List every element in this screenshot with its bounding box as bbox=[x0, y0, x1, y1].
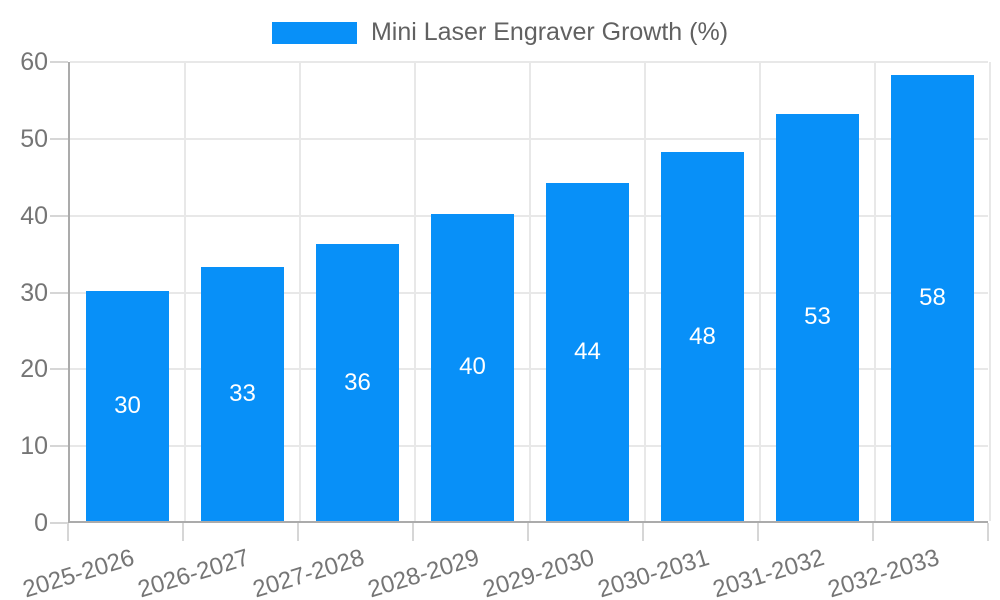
bar-value-label: 48 bbox=[689, 322, 716, 350]
bar[interactable]: 36 bbox=[316, 244, 399, 521]
gridline-vertical bbox=[644, 62, 646, 521]
x-axis-label: 2031-2032 bbox=[709, 544, 828, 600]
plot-area: 30 33 36 40 44 48 53 58 bbox=[68, 61, 991, 523]
y-axis-tick bbox=[50, 214, 68, 217]
bar-value-label: 36 bbox=[344, 368, 371, 396]
x-axis-tick bbox=[412, 523, 414, 541]
bar-value-label: 40 bbox=[459, 353, 486, 381]
y-axis-tick bbox=[50, 61, 68, 63]
x-axis-label: 2025-2026 bbox=[19, 544, 138, 600]
y-axis-tick bbox=[50, 445, 68, 448]
x-axis-label: 2026-2027 bbox=[134, 544, 253, 600]
bar[interactable]: 30 bbox=[86, 290, 169, 521]
gridline-vertical bbox=[299, 62, 301, 521]
y-axis-label: 20 bbox=[20, 355, 48, 384]
bar-value-label: 44 bbox=[574, 337, 601, 365]
x-axis-label: 2028-2029 bbox=[364, 544, 483, 600]
x-axis-label: 2032-2033 bbox=[824, 544, 943, 600]
bar-value-label: 33 bbox=[229, 380, 256, 408]
bar[interactable]: 33 bbox=[201, 267, 284, 521]
y-axis-label: 60 bbox=[20, 48, 48, 76]
x-axis-label: 2029-2030 bbox=[479, 544, 598, 600]
y-axis-label: 0 bbox=[34, 509, 48, 537]
y-axis-label: 30 bbox=[20, 278, 48, 307]
legend-title: Mini Laser Engraver Growth (%) bbox=[370, 18, 729, 46]
x-axis-label: 2030-2031 bbox=[594, 544, 713, 600]
y-axis-label: 50 bbox=[20, 124, 48, 153]
gridline-vertical bbox=[759, 62, 761, 521]
x-axis-tick bbox=[67, 523, 69, 541]
x-axis-tick bbox=[872, 523, 874, 541]
gridline-vertical bbox=[874, 62, 876, 521]
gridline-vertical bbox=[414, 62, 416, 521]
y-axis-tick bbox=[50, 368, 68, 371]
gridline-vertical bbox=[529, 62, 531, 521]
x-axis-tick bbox=[527, 523, 529, 541]
bar[interactable]: 58 bbox=[891, 75, 974, 521]
legend[interactable]: Mini Laser Engraver Growth (%) bbox=[0, 18, 1000, 47]
x-axis-tick bbox=[987, 523, 989, 541]
bar-value-label: 58 bbox=[919, 284, 946, 312]
bar[interactable]: 40 bbox=[431, 213, 514, 521]
y-axis-tick bbox=[50, 137, 68, 140]
x-axis-tick bbox=[757, 523, 759, 541]
x-axis-tick bbox=[297, 523, 299, 541]
bar-value-label: 53 bbox=[804, 303, 831, 331]
legend-swatch[interactable] bbox=[271, 21, 357, 44]
y-axis-label: 40 bbox=[20, 201, 48, 230]
y-axis-label: 10 bbox=[20, 432, 48, 461]
x-axis-label: 2027-2028 bbox=[249, 544, 368, 600]
bar[interactable]: 48 bbox=[661, 152, 744, 521]
y-axis-tick bbox=[50, 291, 68, 294]
bar-value-label: 30 bbox=[114, 391, 141, 419]
gridline-vertical bbox=[184, 62, 186, 521]
x-axis-tick bbox=[642, 523, 644, 541]
y-axis-tick bbox=[50, 522, 68, 524]
gridline-vertical bbox=[989, 62, 991, 521]
bar[interactable]: 53 bbox=[776, 113, 859, 521]
x-axis-tick bbox=[182, 523, 184, 541]
bar[interactable]: 44 bbox=[546, 182, 629, 521]
